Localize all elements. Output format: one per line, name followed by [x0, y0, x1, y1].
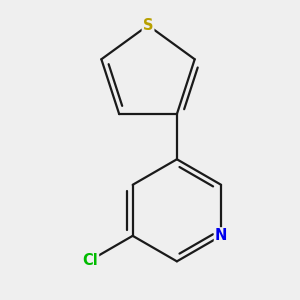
Text: Cl: Cl	[82, 253, 98, 268]
Text: S: S	[143, 18, 153, 33]
Text: N: N	[215, 228, 227, 243]
